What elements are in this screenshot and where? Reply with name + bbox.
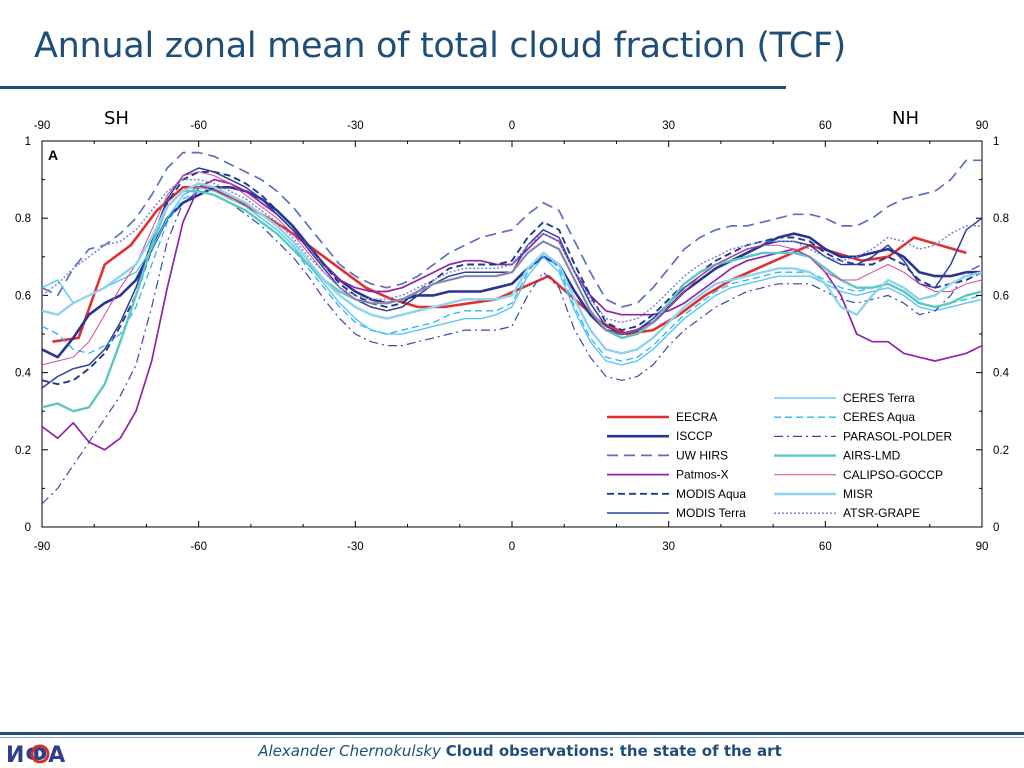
legend-label: MODIS Aqua [676, 487, 746, 501]
panel-label: A [48, 147, 58, 163]
x-tick-label-bottom: 30 [662, 541, 675, 553]
footer-title: Cloud observations: the state of the art [445, 742, 782, 760]
series-line-isccp [42, 186, 982, 359]
x-tick-label-top: -60 [190, 120, 207, 132]
footer-author: Alexander Chernokulsky [258, 742, 441, 760]
y-tick-label-right: 1 [993, 136, 999, 148]
x-tick-label-top: -30 [347, 120, 364, 132]
legend-label: ATSR-GRAPE [843, 506, 920, 520]
title-underline [0, 86, 786, 89]
tcf-chart: -90 -90 -60 -60 -30 -30 0 0 30 30 60 60 90 90 0 0 0.2 0.2… [15, 120, 1010, 553]
y-tick-label-right: 0.2 [993, 445, 1009, 457]
y-tick-label-left: 1 [25, 136, 31, 148]
legend-label: MISR [843, 487, 873, 501]
series-line-modis-aqua [42, 170, 982, 386]
sh-label: SH [104, 108, 129, 129]
y-tick-label-left: 0.6 [15, 290, 31, 302]
nh-label: NH [892, 108, 919, 129]
legend-label: CERES Terra [843, 391, 915, 405]
ifa-logo: ИФА [4, 740, 86, 766]
x-tick-label-top: 30 [662, 120, 675, 132]
footer-rule [0, 732, 1024, 735]
y-tick-label-right: 0.4 [993, 368, 1010, 380]
series-line-ceres-aqua [42, 190, 982, 362]
series-line-eecra [52, 186, 967, 343]
legend-label: PARASOL-POLDER [843, 429, 952, 443]
series-line-calipso-goccp [42, 171, 982, 366]
x-tick-label-bottom: -30 [347, 541, 364, 553]
legend-label: EECRA [676, 410, 717, 424]
legend-label: AIRS-LMD [843, 449, 901, 463]
series-group [42, 151, 982, 505]
y-tick-label-left: 0 [25, 522, 31, 534]
legend-label: MODIS Terra [676, 506, 746, 520]
x-tick-label-bottom: -60 [190, 541, 207, 553]
series-line-misr [42, 182, 982, 355]
x-tick-label-top: -90 [34, 120, 51, 132]
y-tick-label-right: 0 [993, 522, 999, 534]
series-line-parasol-polder [42, 190, 982, 505]
logo-text: ИФА [6, 743, 66, 766]
x-tick-label-bottom: 90 [976, 541, 989, 553]
y-tick-label-left: 0.2 [15, 445, 31, 457]
y-tick-label-left: 0.4 [15, 368, 32, 380]
series-line-modis-terra [42, 167, 982, 389]
footer-rule-thin [0, 737, 1024, 738]
series-line-uw-hirs [42, 151, 982, 308]
y-tick-label-left: 0.8 [15, 213, 31, 225]
x-tick-label-bottom: -90 [34, 541, 51, 553]
slide-title: Annual zonal mean of total cloud fractio… [34, 26, 847, 66]
series-line-patmos-x [42, 178, 982, 451]
series-line-ceres-terra [42, 186, 982, 366]
legend-label: CERES Aqua [843, 410, 915, 424]
legend-label: Patmos-X [676, 468, 729, 482]
series-line-atsr-grape [42, 178, 982, 324]
footer-caption: Alexander Chernokulsky Cloud observation… [0, 742, 1024, 760]
y-tick-label-right: 0.8 [993, 213, 1009, 225]
x-tick-label-top: 90 [976, 120, 989, 132]
x-tick-label-top: 0 [509, 120, 515, 132]
legend-label: CALIPSO-GOCCP [843, 468, 943, 482]
x-tick-label-bottom: 0 [509, 541, 515, 553]
x-tick-label-bottom: 60 [819, 541, 832, 553]
legend-label: ISCCP [676, 429, 713, 443]
y-tick-label-right: 0.6 [993, 290, 1009, 302]
legend-label: UW HIRS [676, 448, 728, 462]
x-tick-label-top: 60 [819, 120, 832, 132]
